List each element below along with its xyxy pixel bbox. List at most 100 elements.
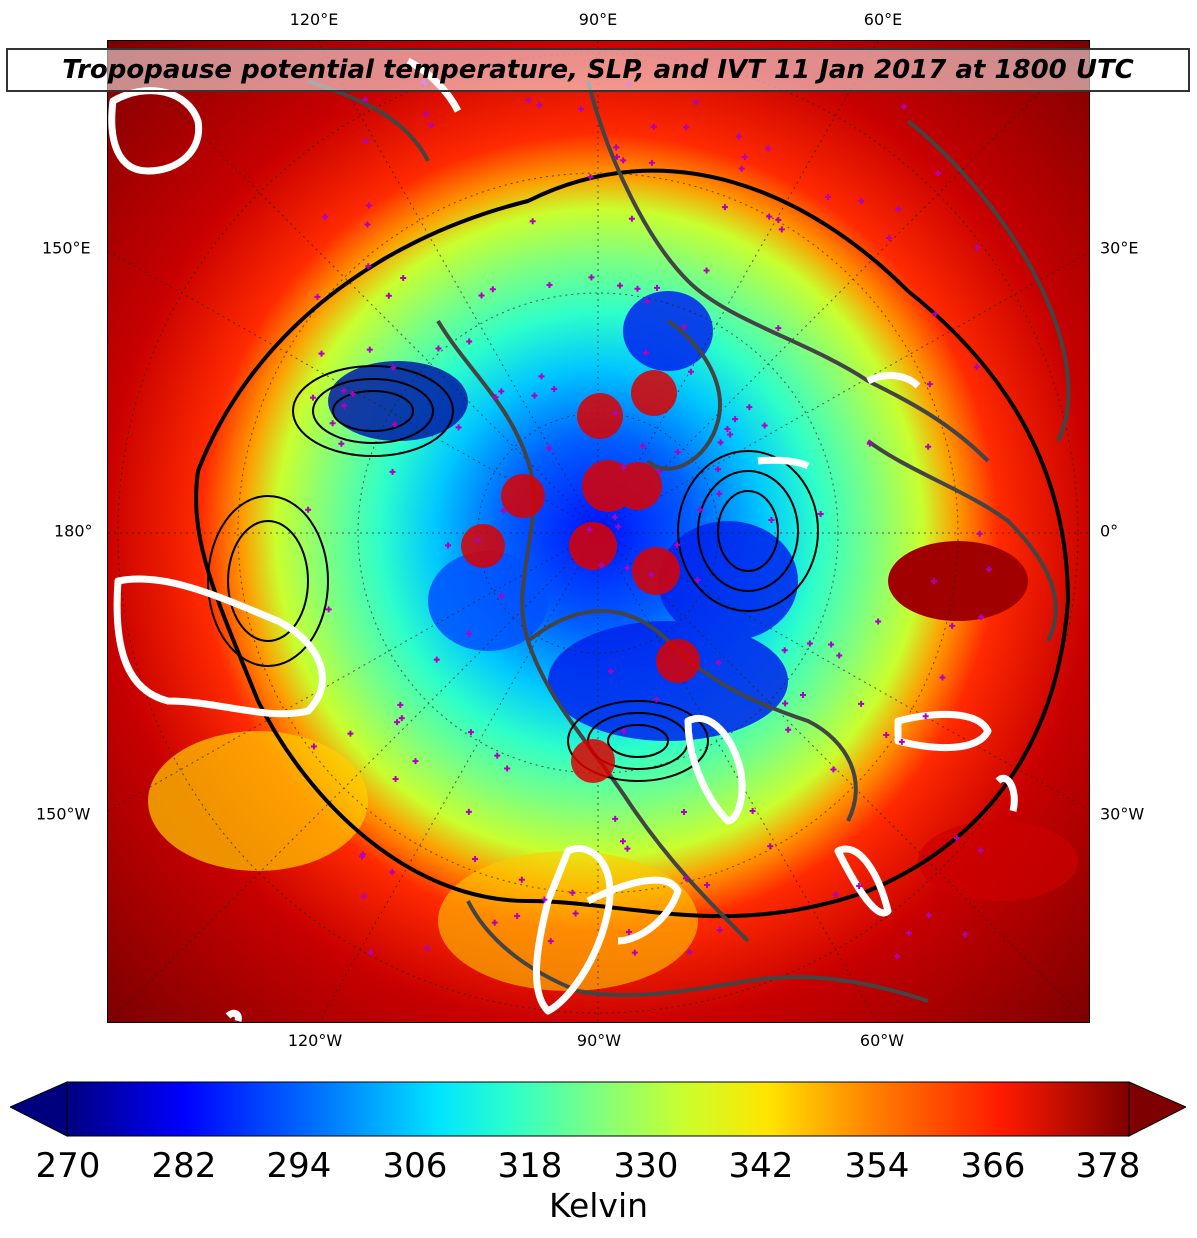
station-marker xyxy=(830,766,837,773)
station-marker xyxy=(349,390,356,397)
station-marker xyxy=(716,490,723,497)
station-marker xyxy=(765,145,772,152)
colorbar xyxy=(10,1081,1186,1137)
station-marker xyxy=(619,838,626,845)
station-marker xyxy=(973,363,980,370)
station-marker xyxy=(586,526,593,533)
station-marker xyxy=(318,350,325,357)
station-marker xyxy=(738,165,745,172)
station-marker xyxy=(825,194,832,201)
station-marker xyxy=(858,198,865,205)
colorbar-tick: 294 xyxy=(266,1146,332,1186)
station-marker xyxy=(613,153,620,160)
station-marker xyxy=(309,394,316,401)
station-marker xyxy=(930,578,937,585)
station-marker xyxy=(775,217,782,224)
station-marker xyxy=(612,409,619,416)
station-marker xyxy=(775,325,782,332)
station-marker xyxy=(389,468,396,475)
station-marker xyxy=(504,765,511,772)
station-marker xyxy=(985,566,992,573)
station-marker xyxy=(962,931,969,938)
station-marker xyxy=(785,726,792,733)
station-marker xyxy=(389,869,396,876)
station-marker xyxy=(715,466,722,473)
station-marker xyxy=(612,815,619,822)
station-marker xyxy=(423,110,430,117)
station-marker xyxy=(768,516,775,523)
station-marker xyxy=(478,292,485,299)
station-marker xyxy=(741,153,748,160)
colorbar-tick: 306 xyxy=(382,1146,448,1186)
station-marker xyxy=(424,945,431,952)
station-marker xyxy=(541,896,548,903)
station-marker xyxy=(390,364,397,371)
station-marker xyxy=(628,215,635,222)
station-marker xyxy=(766,213,773,220)
station-marker xyxy=(973,244,980,251)
station-marker xyxy=(340,387,347,394)
station-marker xyxy=(895,206,902,213)
station-marker xyxy=(782,700,789,707)
station-marker xyxy=(778,226,785,233)
station-marker xyxy=(615,523,622,530)
station-marker xyxy=(953,835,960,842)
station-marker xyxy=(746,404,753,411)
colorbar-body xyxy=(66,1081,1130,1137)
station-marker xyxy=(529,218,536,225)
station-marker xyxy=(875,618,882,625)
station-marker xyxy=(498,388,505,395)
station-marker xyxy=(631,949,638,956)
station-marker xyxy=(935,170,942,177)
station-marker xyxy=(977,847,984,854)
station-marker xyxy=(650,123,657,130)
station-marker xyxy=(926,381,933,388)
station-marker xyxy=(732,416,739,423)
red-markers xyxy=(461,370,700,783)
colorbar-tick: 354 xyxy=(844,1146,910,1186)
map-title: Tropopause potential temperature, SLP, a… xyxy=(6,48,1190,92)
station-marker xyxy=(467,729,474,736)
station-marker xyxy=(347,730,354,737)
station-marker xyxy=(686,949,693,956)
station-marker xyxy=(498,593,505,600)
station-marker xyxy=(932,310,939,317)
station-marker xyxy=(341,402,348,409)
station-marker xyxy=(687,368,694,375)
station-marker xyxy=(538,373,545,380)
station-marker xyxy=(639,442,646,449)
station-marker xyxy=(716,926,723,933)
station-marker xyxy=(883,731,890,738)
station-marker xyxy=(620,464,627,471)
station-marker xyxy=(329,420,336,427)
station-marker xyxy=(721,204,728,211)
station-marker xyxy=(525,96,532,103)
station-marker xyxy=(703,267,710,274)
station-marker xyxy=(364,221,371,228)
colorbar-tick: 366 xyxy=(960,1146,1026,1186)
station-marker xyxy=(644,298,651,305)
station-marker xyxy=(546,281,553,288)
lon-label-left-1: 150°E xyxy=(42,238,91,258)
station-marker xyxy=(976,530,983,537)
station-marker xyxy=(360,893,367,900)
station-marker xyxy=(866,440,873,447)
colorbar-tick: 330 xyxy=(613,1146,679,1186)
colorbar-tick: 342 xyxy=(728,1146,794,1186)
station-marker xyxy=(492,394,499,401)
station-marker xyxy=(391,421,398,428)
station-marker xyxy=(922,713,929,720)
station-marker xyxy=(697,506,704,513)
coastlines xyxy=(307,79,1071,1003)
station-marker xyxy=(978,614,985,621)
station-marker xyxy=(715,659,722,666)
station-marker xyxy=(472,856,479,863)
station-marker xyxy=(817,511,824,518)
station-marker xyxy=(680,323,687,330)
station-marker xyxy=(398,715,405,722)
station-marker xyxy=(858,700,865,707)
colorbar-tick: 282 xyxy=(151,1146,217,1186)
station-marker xyxy=(781,647,788,654)
station-marker xyxy=(894,953,901,960)
station-marker xyxy=(474,537,481,544)
